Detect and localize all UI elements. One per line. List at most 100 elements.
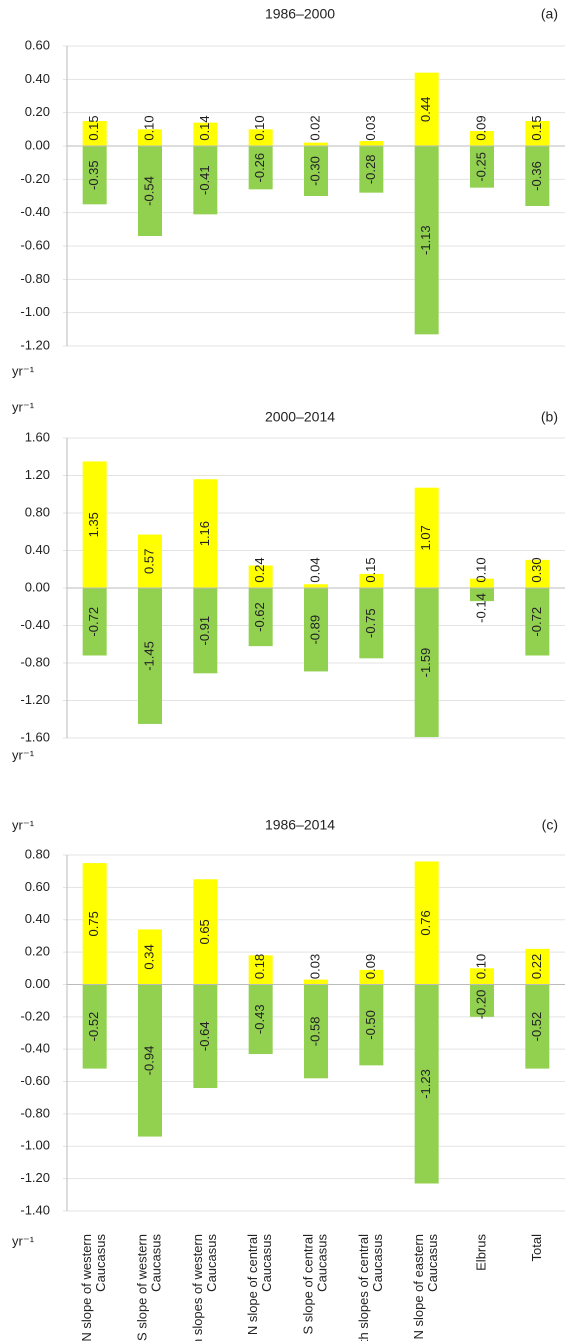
value-label: 0.44 bbox=[418, 97, 433, 122]
y-tick-label: 0.00 bbox=[25, 976, 50, 991]
bar bbox=[525, 559, 550, 588]
x-tick-label: Total bbox=[529, 1234, 544, 1262]
y-tick-label: -0.20 bbox=[20, 171, 50, 186]
value-label: -1.13 bbox=[418, 225, 433, 255]
bar bbox=[193, 984, 218, 1089]
value-label: 0.02 bbox=[307, 115, 322, 140]
y-tick-label: -1.00 bbox=[20, 304, 50, 319]
bar bbox=[525, 588, 550, 656]
bar bbox=[359, 984, 384, 1066]
bar bbox=[138, 588, 162, 724]
value-label: 0.22 bbox=[529, 954, 544, 979]
y-tick-label: -1.60 bbox=[20, 729, 50, 744]
y-tick-label: 0.80 bbox=[25, 504, 50, 519]
bar bbox=[414, 588, 439, 738]
bar bbox=[193, 479, 218, 588]
value-label: -0.94 bbox=[141, 1046, 156, 1076]
y-tick-label: 0.80 bbox=[25, 846, 50, 861]
bar bbox=[193, 122, 218, 146]
y-unit-label: yr⁻¹ bbox=[12, 363, 35, 378]
bar bbox=[525, 948, 550, 985]
x-tick-label: N slope of eastern bbox=[411, 1234, 426, 1340]
value-label: -0.72 bbox=[86, 607, 101, 637]
bar bbox=[470, 588, 494, 602]
bar bbox=[359, 146, 384, 193]
y-tick-label: -0.60 bbox=[20, 1073, 50, 1088]
bar bbox=[248, 129, 273, 146]
value-label: 0.15 bbox=[529, 115, 544, 140]
x-tick-label: Caucasus bbox=[370, 1234, 385, 1292]
y-tick-label: 1.20 bbox=[25, 467, 50, 482]
bar bbox=[193, 146, 218, 215]
value-label: 0.14 bbox=[197, 115, 212, 140]
value-label: -1.45 bbox=[141, 641, 156, 671]
value-label: -0.72 bbox=[529, 607, 544, 637]
bar bbox=[470, 984, 494, 1017]
y-tick-label: -1.20 bbox=[20, 337, 50, 352]
value-label: 0.10 bbox=[473, 954, 488, 979]
bar bbox=[470, 968, 494, 985]
value-label: -0.28 bbox=[363, 155, 378, 185]
bar bbox=[304, 146, 328, 196]
value-label: -1.59 bbox=[418, 648, 433, 678]
panel-label: (a) bbox=[541, 6, 558, 22]
bar bbox=[470, 578, 494, 588]
value-label: 0.34 bbox=[141, 944, 156, 969]
value-label: 0.30 bbox=[529, 557, 544, 582]
x-tick-label: Both slopes of western bbox=[190, 1234, 205, 1341]
value-label: -0.26 bbox=[252, 153, 267, 183]
bar bbox=[304, 584, 328, 588]
value-label: -0.41 bbox=[197, 165, 212, 195]
y-unit-label: yr⁻¹ bbox=[12, 1233, 35, 1248]
bar bbox=[359, 588, 384, 659]
y-tick-label: -0.40 bbox=[20, 1041, 50, 1056]
bar bbox=[470, 131, 494, 146]
bar bbox=[193, 879, 218, 985]
y-tick-label: -0.80 bbox=[20, 1105, 50, 1120]
bar bbox=[414, 146, 439, 335]
y-tick-label: -1.40 bbox=[20, 1202, 50, 1217]
panel-label: (b) bbox=[541, 409, 558, 425]
y-tick-label: -1.20 bbox=[20, 692, 50, 707]
x-tick-label: Elbrus bbox=[473, 1234, 488, 1271]
value-label: 0.10 bbox=[252, 115, 267, 140]
x-tick-label: Caucasus bbox=[148, 1234, 163, 1292]
y-tick-label: 0.60 bbox=[25, 37, 50, 52]
x-tick-label: N slope of western bbox=[79, 1234, 94, 1341]
value-label: -0.20 bbox=[473, 990, 488, 1020]
value-label: 0.09 bbox=[473, 115, 488, 140]
value-label: 1.07 bbox=[418, 525, 433, 550]
bar bbox=[82, 121, 107, 146]
x-tick-label: Caucasus bbox=[425, 1234, 440, 1292]
y-tick-label: 0.60 bbox=[25, 879, 50, 894]
bar bbox=[248, 588, 273, 647]
x-tick-label: N slope of central bbox=[245, 1234, 260, 1335]
y-tick-label: 0.40 bbox=[25, 911, 50, 926]
bar bbox=[359, 141, 384, 146]
y-tick-label: 1.60 bbox=[25, 429, 50, 444]
value-label: -0.25 bbox=[473, 152, 488, 182]
value-label: 0.10 bbox=[473, 557, 488, 582]
y-tick-label: 0.40 bbox=[25, 542, 50, 557]
y-tick-label: -0.40 bbox=[20, 204, 50, 219]
value-label: -0.43 bbox=[252, 1004, 267, 1034]
y-unit-label: yr⁻¹ bbox=[12, 817, 35, 832]
value-label: -0.89 bbox=[307, 615, 322, 645]
y-tick-label: -0.20 bbox=[20, 1008, 50, 1023]
bar bbox=[248, 146, 273, 190]
bar bbox=[414, 861, 439, 985]
chart-title: 1986–2014 bbox=[265, 817, 335, 833]
y-tick-label: -0.80 bbox=[20, 654, 50, 669]
y-tick-label: 0.20 bbox=[25, 104, 50, 119]
bar bbox=[138, 129, 162, 146]
value-label: -0.50 bbox=[363, 1010, 378, 1040]
value-label: -1.23 bbox=[418, 1069, 433, 1099]
value-label: 0.03 bbox=[363, 115, 378, 140]
y-tick-label: -0.40 bbox=[20, 617, 50, 632]
value-label: 0.03 bbox=[307, 954, 322, 979]
value-label: -0.35 bbox=[86, 160, 101, 190]
value-label: -0.62 bbox=[252, 602, 267, 632]
value-label: -0.75 bbox=[363, 608, 378, 638]
y-tick-label: 0.00 bbox=[25, 579, 50, 594]
